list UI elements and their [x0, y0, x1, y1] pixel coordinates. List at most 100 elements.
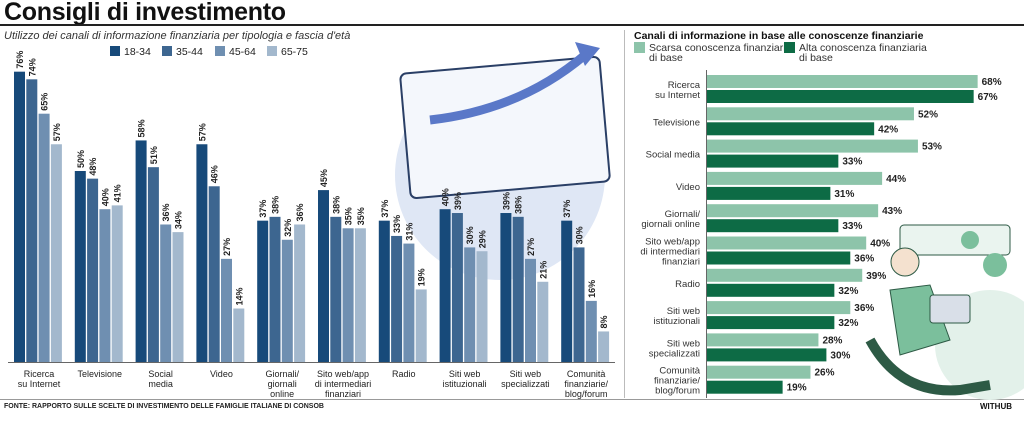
right-chart: Scarsa conoscenza finanziaria di base Alta… — [634, 42, 1002, 398]
data-label: 14% — [234, 288, 244, 306]
legend-swatch — [784, 42, 795, 53]
bar-45-64 — [160, 224, 172, 362]
bar-45-64 — [525, 258, 536, 362]
bar — [707, 90, 974, 103]
bar — [707, 316, 835, 330]
data-label: 31% — [404, 223, 414, 241]
category-label: Comunità finanziarie/blog/forum — [564, 369, 608, 399]
bar — [707, 348, 827, 362]
data-label: 19% — [417, 268, 427, 286]
data-label: 39% — [866, 271, 886, 282]
data-label: 41% — [113, 184, 123, 202]
bar-45-64 — [464, 247, 476, 362]
category-label: Ricerca su Internet — [655, 80, 701, 101]
bar-65-75 — [476, 251, 488, 362]
data-label: 50% — [76, 150, 86, 168]
data-label: 33% — [842, 221, 862, 232]
bar-65-75 — [294, 224, 306, 362]
bar-45-64 — [403, 243, 415, 362]
category-label: Siti web istituzionali — [654, 306, 700, 327]
legend-swatch-35-44 — [162, 46, 172, 56]
bar-45-64 — [38, 113, 50, 362]
legend-label: Alta conoscenza finanziaria di base — [799, 42, 927, 64]
decoration-illustration — [395, 42, 1024, 400]
data-label: 28% — [822, 335, 842, 346]
bar-65-75 — [354, 228, 366, 362]
data-label: 37% — [380, 200, 390, 218]
bar-65-75 — [111, 205, 123, 362]
category-label: Siti web specializzati — [649, 338, 700, 359]
data-label: 35% — [344, 207, 354, 225]
data-label: 52% — [918, 109, 938, 120]
bar — [707, 107, 914, 121]
category-label: Social media — [646, 150, 701, 161]
bar-18-34 — [439, 209, 451, 362]
legend-label-18-34: 18-34 — [124, 46, 151, 58]
bar-18-34 — [378, 220, 390, 362]
data-label: 32% — [283, 219, 293, 237]
legend-swatch-45-64 — [215, 46, 225, 56]
bar-65-75 — [598, 331, 610, 362]
category-label: Giornali/giornali online — [265, 369, 299, 399]
data-label: 57% — [197, 123, 207, 141]
bar-18-34 — [74, 171, 86, 362]
data-label: 57% — [52, 123, 62, 141]
data-label: 19% — [787, 383, 807, 394]
divider — [624, 30, 625, 398]
data-label: 37% — [562, 200, 572, 218]
data-label: 39% — [501, 192, 511, 210]
category-label: Ricerca su Internet — [18, 369, 61, 389]
legend-swatch-65-75 — [267, 46, 277, 56]
category-label: Giornali/giornali online — [641, 209, 700, 230]
data-label: 21% — [538, 261, 548, 279]
bar-18-34 — [196, 144, 208, 362]
data-label: 36% — [854, 303, 874, 314]
bar — [707, 283, 835, 297]
bar — [707, 204, 879, 218]
data-label: 27% — [526, 238, 536, 256]
data-label: 40% — [441, 188, 451, 206]
title-rule — [0, 24, 1024, 26]
data-label: 45% — [319, 169, 329, 187]
bar — [707, 75, 978, 88]
bar-45-64 — [99, 209, 111, 362]
bar — [707, 219, 839, 233]
bar-18-34 — [318, 190, 329, 362]
category-label: Video — [676, 182, 700, 193]
bar-35-44 — [512, 216, 524, 362]
category-label: Televisione — [653, 117, 700, 128]
data-label: 51% — [149, 146, 159, 164]
legend-label-35-44: 35-44 — [176, 46, 203, 58]
bar-35-44 — [87, 178, 99, 362]
data-label: 29% — [478, 230, 488, 248]
data-label: 44% — [886, 174, 906, 185]
data-label: 40% — [100, 188, 110, 206]
data-label: 32% — [838, 286, 858, 297]
category-label: Social media — [148, 369, 173, 389]
bar — [707, 251, 851, 265]
data-label: 27% — [222, 238, 232, 256]
bar — [707, 301, 851, 315]
bar — [707, 365, 811, 379]
bar — [707, 122, 875, 136]
page-title: Consigli di investimento — [4, 0, 286, 26]
data-label: 30% — [830, 350, 850, 361]
category-label: Siti web istituzionali — [443, 369, 487, 389]
data-label: 39% — [453, 192, 463, 210]
bar-45-64 — [281, 239, 293, 362]
data-label: 31% — [834, 189, 854, 200]
bar — [707, 171, 883, 185]
left-chart-title: Utilizzo dei canali di informazione fina… — [4, 30, 351, 42]
bar — [707, 380, 783, 394]
data-label: 35% — [356, 207, 366, 225]
bar-45-64 — [585, 300, 597, 362]
data-label: 68% — [982, 77, 1002, 88]
bar-18-34 — [257, 220, 269, 362]
bar-18-34 — [500, 213, 512, 362]
data-label: 53% — [922, 142, 942, 153]
data-label: 26% — [814, 368, 834, 379]
data-label: 8% — [599, 315, 609, 328]
brand-logo: WITHUB — [980, 402, 1012, 411]
bar-35-44 — [269, 216, 281, 362]
